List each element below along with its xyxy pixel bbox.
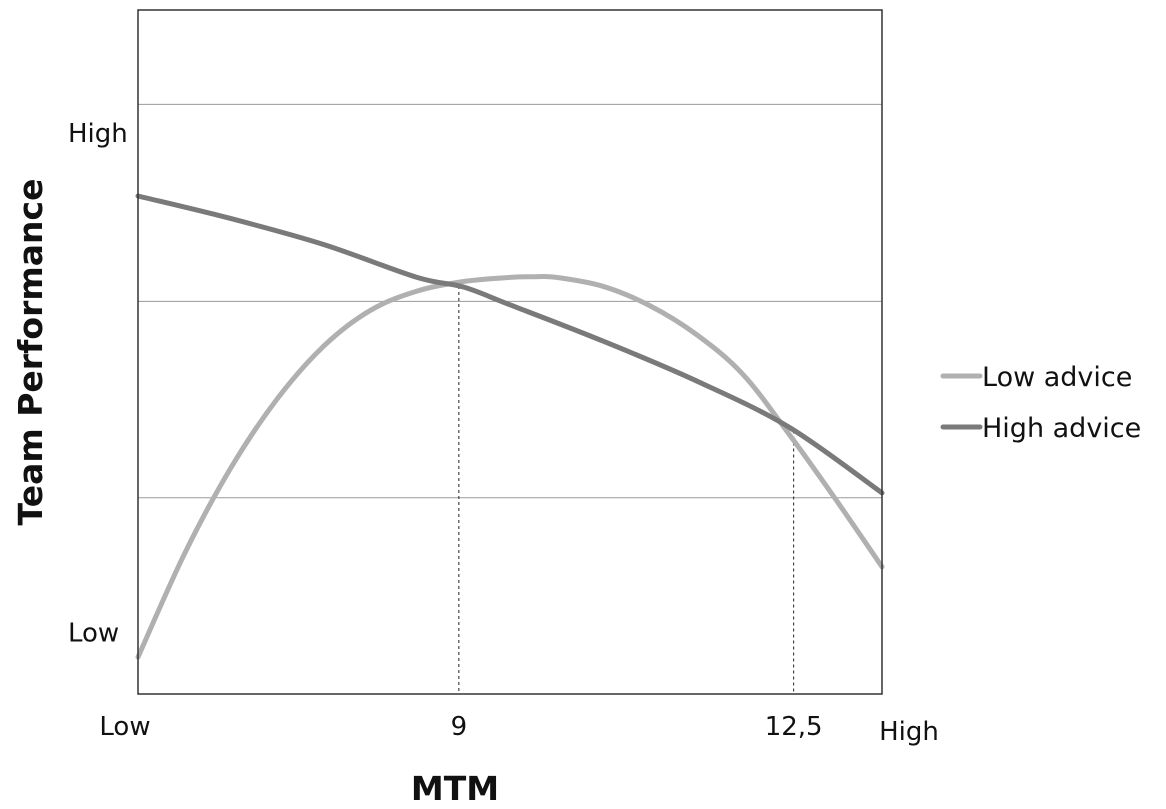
plot-frame bbox=[137, 9, 883, 695]
legend-label: High advice bbox=[982, 413, 1141, 444]
x-tick-label: 12,5 bbox=[765, 712, 823, 742]
x-tick-label: High bbox=[879, 717, 939, 747]
y-tick-label: High bbox=[68, 119, 128, 149]
series-line-low-advice bbox=[135, 274, 885, 660]
x-tick-label: Low bbox=[99, 712, 150, 742]
gridlines bbox=[138, 103, 882, 499]
legend: Low advice High advice bbox=[940, 362, 1141, 444]
series-line-high-advice bbox=[135, 193, 885, 496]
series-lines bbox=[135, 193, 885, 660]
legend-label: Low advice bbox=[982, 362, 1132, 393]
x-tick-label: 9 bbox=[451, 712, 468, 742]
x-axis-title: MTM bbox=[411, 769, 499, 808]
y-axis-title: Team Performance bbox=[11, 179, 50, 526]
x-tick-labels: Low 9 12,5 High bbox=[99, 712, 938, 747]
reference-lines bbox=[458, 286, 795, 694]
y-tick-labels: Low High bbox=[68, 119, 128, 648]
y-tick-label: Low bbox=[68, 618, 119, 648]
